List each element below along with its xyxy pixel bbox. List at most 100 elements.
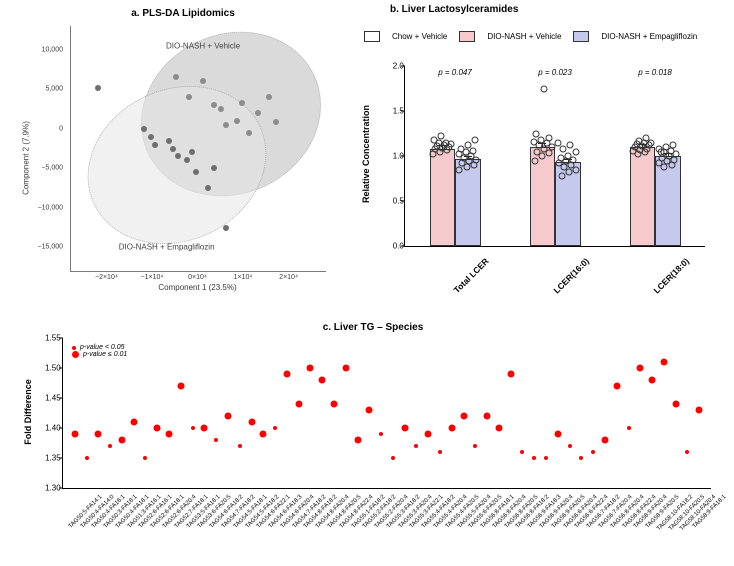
- panel-c-point: [143, 456, 147, 460]
- panel-c-point: [685, 450, 689, 454]
- panel-b-ytick: 2.0: [393, 62, 404, 71]
- panel-a-xlabel: Component 1 (23.5%): [70, 283, 325, 308]
- panel-a-point: [95, 85, 101, 91]
- panel-b-jitter-point: [438, 133, 445, 140]
- panel-b-jitter-point: [555, 140, 562, 147]
- panel-b: b. Liver Lactosylceramides Chow + Vehicl…: [360, 4, 720, 312]
- panel-b-jitter-point: [567, 142, 574, 149]
- panel-c-point: [273, 426, 277, 430]
- panel-a: a. PLS-DA Lipidomics DIO-NASH + VehicleD…: [28, 8, 338, 308]
- panel-a-point: [273, 119, 279, 125]
- panel-a-point: [175, 153, 181, 159]
- panel-c-point: [448, 425, 455, 432]
- panel-a-point: [170, 146, 176, 152]
- panel-c-point: [108, 444, 112, 448]
- panel-c-point: [460, 413, 467, 420]
- panel-b-bar-vehicle: [430, 149, 456, 246]
- panel-c-point: [414, 444, 418, 448]
- panel-b-ytick: 0.0: [393, 242, 404, 251]
- panel-c-point: [554, 431, 561, 438]
- panel-b-ylabel: Relative Concentration: [361, 105, 371, 203]
- panel-c-point: [260, 431, 267, 438]
- panel-b-pvalue: p = 0.018: [638, 68, 672, 77]
- panel-a-point: [200, 78, 206, 84]
- panel-a-point: [184, 157, 190, 163]
- panel-c-point: [154, 425, 161, 432]
- panel-a-point: [255, 110, 261, 116]
- panel-a-point: [205, 185, 211, 191]
- panel-b-pvalue: p = 0.047: [438, 68, 472, 77]
- legend-label: Chow + Vehicle: [392, 32, 447, 41]
- panel-b-jitter-point: [566, 169, 573, 176]
- panel-b-bar-vehicle: [630, 147, 656, 246]
- panel-b-jitter-point: [443, 139, 450, 146]
- panel-a-xtick: −2×10⁴: [95, 274, 118, 281]
- panel-b-jitter-point: [457, 145, 464, 152]
- panel-c-ytick: 1.40: [45, 424, 61, 433]
- panel-a-point: [211, 102, 217, 108]
- panel-b-category-label: LCER(16:0): [552, 256, 591, 295]
- panel-c-point: [319, 377, 326, 384]
- panel-c-point: [354, 437, 361, 444]
- panel-b-jitter-point: [430, 136, 437, 143]
- panel-b-jitter-point: [470, 147, 477, 154]
- panel-a-point: [266, 94, 272, 100]
- panel-c-point: [601, 437, 608, 444]
- panel-c-point: [438, 450, 442, 454]
- panel-c-point: [568, 444, 572, 448]
- panel-c-point: [532, 456, 536, 460]
- panel-a-point: [246, 130, 252, 136]
- panel-c-legend-label: p-value < 0.05: [80, 344, 125, 351]
- panel-c-point: [696, 407, 703, 414]
- legend-swatch: [459, 31, 475, 42]
- panel-b-jitter-point: [532, 157, 539, 164]
- panel-c-ylabel: Fold Difference: [23, 379, 33, 445]
- legend-label: DIO-NASH + Vehicle: [487, 32, 561, 41]
- legend-label: DIO-NASH + Empagliflozin: [601, 32, 697, 41]
- panel-b-plot: 0.00.51.01.52.0p = 0.047Total LCERp = 0.…: [404, 66, 705, 247]
- panel-a-ylabel: Component 2 (7.9%): [22, 121, 31, 195]
- panel-c-ytick: 1.45: [45, 394, 61, 403]
- panel-c-point: [118, 437, 125, 444]
- panel-c-point: [130, 419, 137, 426]
- panel-c-point: [330, 401, 337, 408]
- panel-c-point: [579, 456, 583, 460]
- panel-c-point: [85, 456, 89, 460]
- panel-b-bar-empa: [655, 156, 681, 246]
- panel-b-jitter-point: [545, 135, 552, 142]
- panel-c-point: [649, 377, 656, 384]
- panel-c-ytick: 1.35: [45, 454, 61, 463]
- panel-b-ytick: 1.5: [393, 107, 404, 116]
- panel-b-jitter-point: [572, 149, 579, 156]
- panel-c-legend-item: p-value < 0.05: [72, 344, 127, 351]
- panel-a-point: [141, 126, 147, 132]
- panel-b-title: b. Liver Lactosylceramides: [360, 4, 720, 15]
- panel-c-point: [672, 401, 679, 408]
- panel-c-point: [544, 456, 548, 460]
- panel-b-jitter-point: [558, 154, 565, 161]
- dot-icon: [72, 351, 79, 358]
- panel-b-jitter-point: [643, 135, 650, 142]
- panel-a-plot: DIO-NASH + VehicleDIO-NASH + Empaglifloz…: [70, 26, 326, 272]
- panel-c-legend-item: p-value ≤ 0.01: [72, 351, 127, 358]
- panel-a-point: [223, 122, 229, 128]
- panel-a-xtick: 0×10⁴: [188, 274, 207, 281]
- panel-c-point: [71, 431, 78, 438]
- panel-c-point: [495, 425, 502, 432]
- panel-b-jitter-point: [533, 131, 540, 138]
- panel-b-jitter-point: [456, 166, 463, 173]
- panel-c-point: [425, 431, 432, 438]
- panel-c-point: [391, 456, 395, 460]
- figure-root: a. PLS-DA Lipidomics DIO-NASH + VehicleD…: [0, 0, 734, 566]
- panel-a-point: [173, 74, 179, 80]
- panel-a-ytick: 0: [35, 125, 63, 132]
- panel-a-point: [148, 134, 154, 140]
- panel-b-jitter-point: [670, 142, 677, 149]
- panel-b-jitter-point: [657, 148, 664, 155]
- panel-c-point: [248, 419, 255, 426]
- panel-c-point: [283, 371, 290, 378]
- panel-c-point: [379, 432, 383, 436]
- panel-c-point: [627, 426, 631, 430]
- panel-a-point: [186, 94, 192, 100]
- panel-a-ytick: −15,000: [35, 244, 63, 251]
